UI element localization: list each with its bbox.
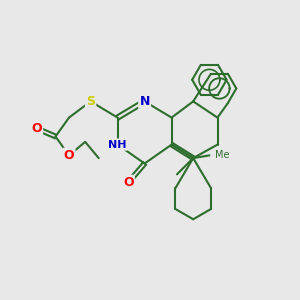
Text: O: O: [31, 122, 42, 135]
Text: NH: NH: [108, 140, 127, 150]
Text: Me: Me: [215, 150, 229, 161]
Text: N: N: [140, 95, 150, 108]
Text: O: O: [123, 176, 134, 189]
Text: O: O: [64, 149, 74, 162]
Text: S: S: [86, 95, 95, 108]
